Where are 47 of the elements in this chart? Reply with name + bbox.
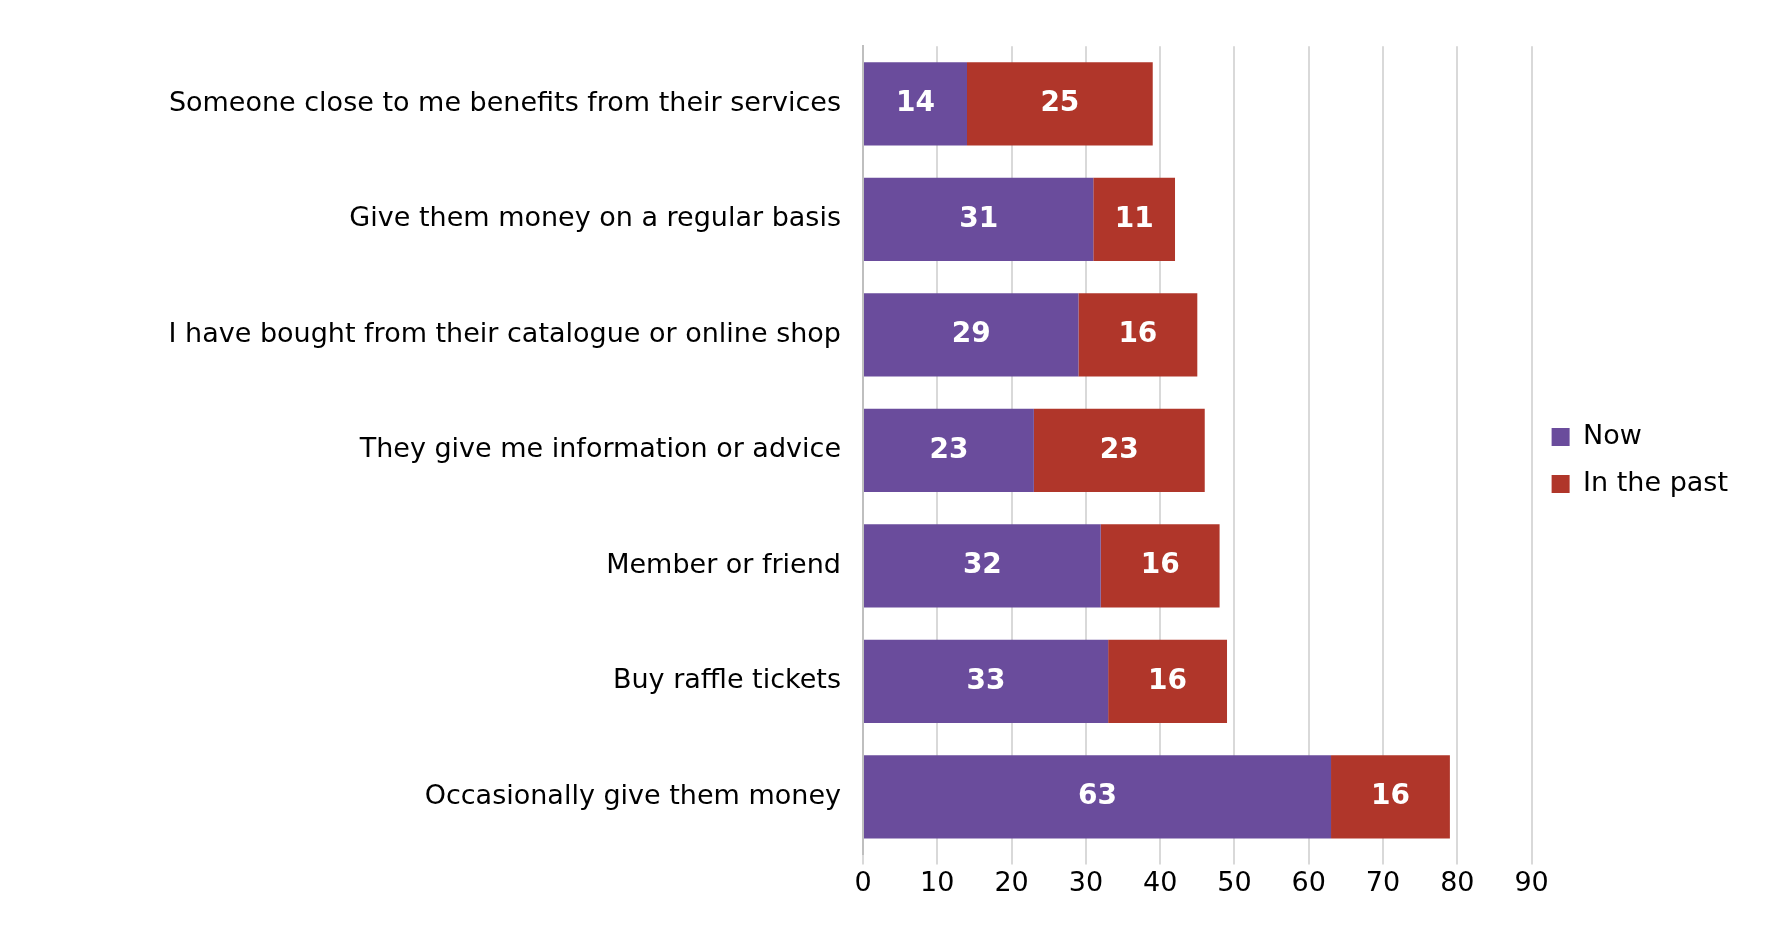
data-label: 23 <box>1099 431 1139 465</box>
x-tick-label: 40 <box>1142 865 1178 897</box>
bar <box>1033 408 1205 492</box>
bar <box>1108 639 1228 723</box>
bar <box>864 293 1079 377</box>
data-label: 11 <box>1114 200 1154 234</box>
y-tick-label: They give me information or advice <box>358 432 841 464</box>
x-tick-label: 90 <box>1514 865 1549 897</box>
y-tick-label: Give them money on a regular basis <box>349 201 841 233</box>
bar <box>1078 293 1198 377</box>
x-tick-label: 20 <box>994 865 1029 897</box>
x-tick-label: 70 <box>1365 865 1401 897</box>
data-label: 32 <box>962 547 1002 581</box>
x-tick-label: 60 <box>1291 865 1326 897</box>
bar <box>1093 177 1176 261</box>
x-tick-label: 0 <box>854 865 872 897</box>
x-tick-label: 10 <box>920 865 955 897</box>
x-tick-label: 80 <box>1440 865 1475 897</box>
bar <box>967 62 1153 146</box>
data-label: 16 <box>1140 547 1180 581</box>
bar <box>864 408 1034 492</box>
y-tick-label: Someone close to me benefits from their services <box>168 85 841 117</box>
y-tick-label: Occasionally give them money <box>424 778 842 810</box>
data-label: 25 <box>1040 85 1080 119</box>
bar <box>864 177 1094 261</box>
legend-label: In the past <box>1583 466 1728 498</box>
data-label: 16 <box>1148 662 1188 696</box>
data-label: 23 <box>929 431 969 465</box>
legend-label: Now <box>1583 419 1642 451</box>
bar <box>864 524 1101 608</box>
bar <box>864 639 1109 723</box>
y-tick-label: Member or friend <box>606 547 841 579</box>
x-tick-label: 50 <box>1217 865 1252 897</box>
data-label: 33 <box>966 662 1006 696</box>
bar <box>1100 524 1220 608</box>
y-tick-label: Buy raffle tickets <box>612 663 841 695</box>
data-label: 31 <box>959 200 999 234</box>
data-label: 16 <box>1370 778 1410 812</box>
bar <box>864 755 1332 839</box>
y-tick-label: I have bought from their catalogue or online shop <box>168 316 841 348</box>
bar <box>1331 755 1450 839</box>
x-tick-label: 30 <box>1068 865 1104 897</box>
data-label: 14 <box>896 85 935 119</box>
bar <box>864 62 968 146</box>
data-label: 29 <box>951 316 991 350</box>
data-label: 16 <box>1118 316 1158 350</box>
data-label: 63 <box>1078 778 1117 812</box>
